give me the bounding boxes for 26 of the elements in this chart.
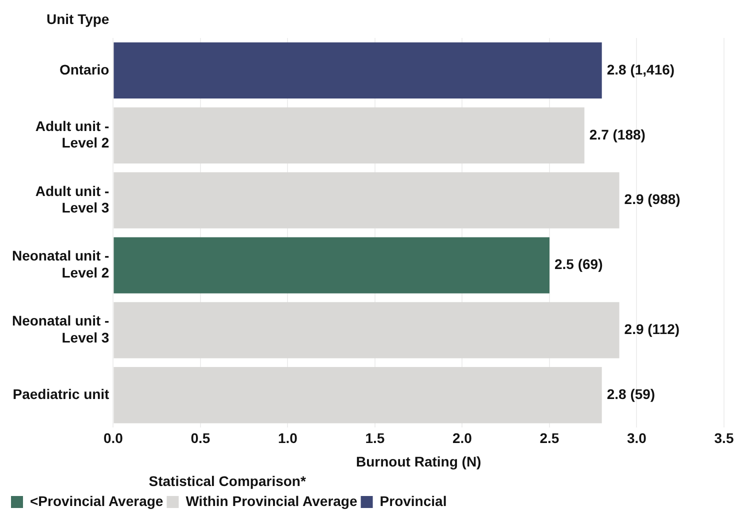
x-tick-label: 0.0: [103, 430, 124, 446]
y-tick-label: Adult unit - Level 3: [35, 182, 110, 216]
data-label: 2.9 (112): [624, 321, 680, 338]
legend-title: Statistical Comparison*: [148, 473, 306, 490]
y-tick-label: Neonatal unit - Level 2: [12, 248, 110, 281]
x-tick-label: 0.5: [190, 430, 210, 446]
legend-label: Provincial: [380, 492, 447, 509]
data-label: 2.9 (988): [624, 191, 680, 208]
y-axis-title: Unit Type: [46, 10, 110, 27]
x-tick-label: 3.5: [714, 430, 734, 446]
data-label: 2.5 (69): [554, 256, 603, 272]
y-tick-label: Adult unit - Level 2: [35, 118, 110, 151]
data-label: 2.7 (188): [589, 126, 646, 142]
x-tick-label: 1.0: [278, 430, 298, 446]
y-tick-label: Paediatric unit: [12, 386, 110, 402]
y-tick-label: Neonatal unit - Level 3: [12, 312, 110, 346]
x-axis-title: Burnout Rating (N): [356, 454, 482, 470]
x-tick-label: 2.5: [540, 430, 560, 446]
x-tick-label: 2.0: [452, 430, 472, 446]
legend-label: <Provincial Average: [30, 492, 164, 509]
x-tick-label: 1.5: [365, 430, 385, 446]
y-tick-label: Ontario: [59, 61, 110, 78]
data-label: 2.8 (59): [606, 386, 656, 402]
legend-label: Within Provincial Average: [186, 492, 358, 509]
data-label: 2.8 (1,416): [606, 61, 675, 78]
x-tick-label: 3.0: [627, 430, 647, 446]
